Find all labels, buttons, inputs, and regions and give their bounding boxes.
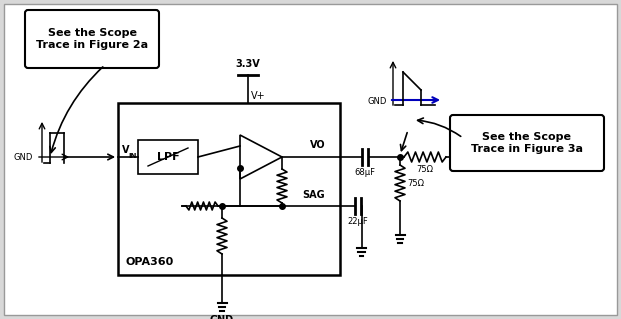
Text: 68μF: 68μF [355,168,376,177]
Text: See the Scope
Trace in Figure 3a: See the Scope Trace in Figure 3a [471,132,583,154]
Text: 22μF: 22μF [348,217,368,226]
Text: OPA360: OPA360 [126,257,175,267]
Text: LPF: LPF [156,152,179,162]
Text: 75Ω: 75Ω [407,179,424,188]
Text: V: V [122,145,130,155]
FancyBboxPatch shape [25,10,159,68]
FancyBboxPatch shape [450,115,604,171]
Text: See the Scope
Trace in Figure 2a: See the Scope Trace in Figure 2a [36,28,148,50]
Text: 75Ω: 75Ω [417,165,433,174]
Bar [138,140,198,174]
Text: V+: V+ [251,91,266,101]
Text: GND: GND [14,153,34,162]
Text: 3.3V: 3.3V [235,59,260,69]
Bar [118,103,340,275]
Text: IN: IN [128,153,137,159]
Text: GND: GND [368,97,387,106]
Text: VO: VO [310,140,325,150]
Text: GND: GND [210,315,234,319]
Text: SAG: SAG [302,190,325,200]
